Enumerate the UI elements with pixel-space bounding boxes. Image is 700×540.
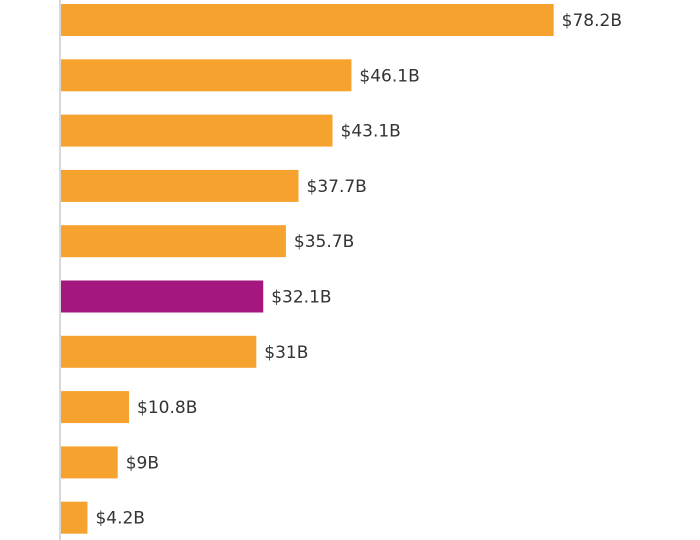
value-label: $4.2B: [95, 509, 145, 529]
value-label: $35.7B: [294, 232, 354, 252]
value-label: $46.1B: [359, 66, 419, 86]
bar: [61, 446, 118, 479]
bar: [61, 59, 352, 92]
bar: [61, 501, 88, 534]
bar: [61, 225, 286, 258]
bar: [61, 169, 299, 202]
bar: [61, 114, 333, 147]
bar: [61, 335, 257, 368]
bar: [61, 4, 554, 36]
value-label: $31B: [264, 343, 308, 363]
value-label: $9B: [126, 453, 159, 473]
value-label: $32.1B: [271, 288, 331, 308]
bar: [61, 280, 264, 313]
bar: [61, 391, 130, 424]
value-label: $10.8B: [137, 398, 197, 418]
value-label: $43.1B: [341, 122, 401, 142]
value-label: $37.7B: [307, 177, 367, 197]
value-label: $78.2B: [562, 11, 622, 31]
